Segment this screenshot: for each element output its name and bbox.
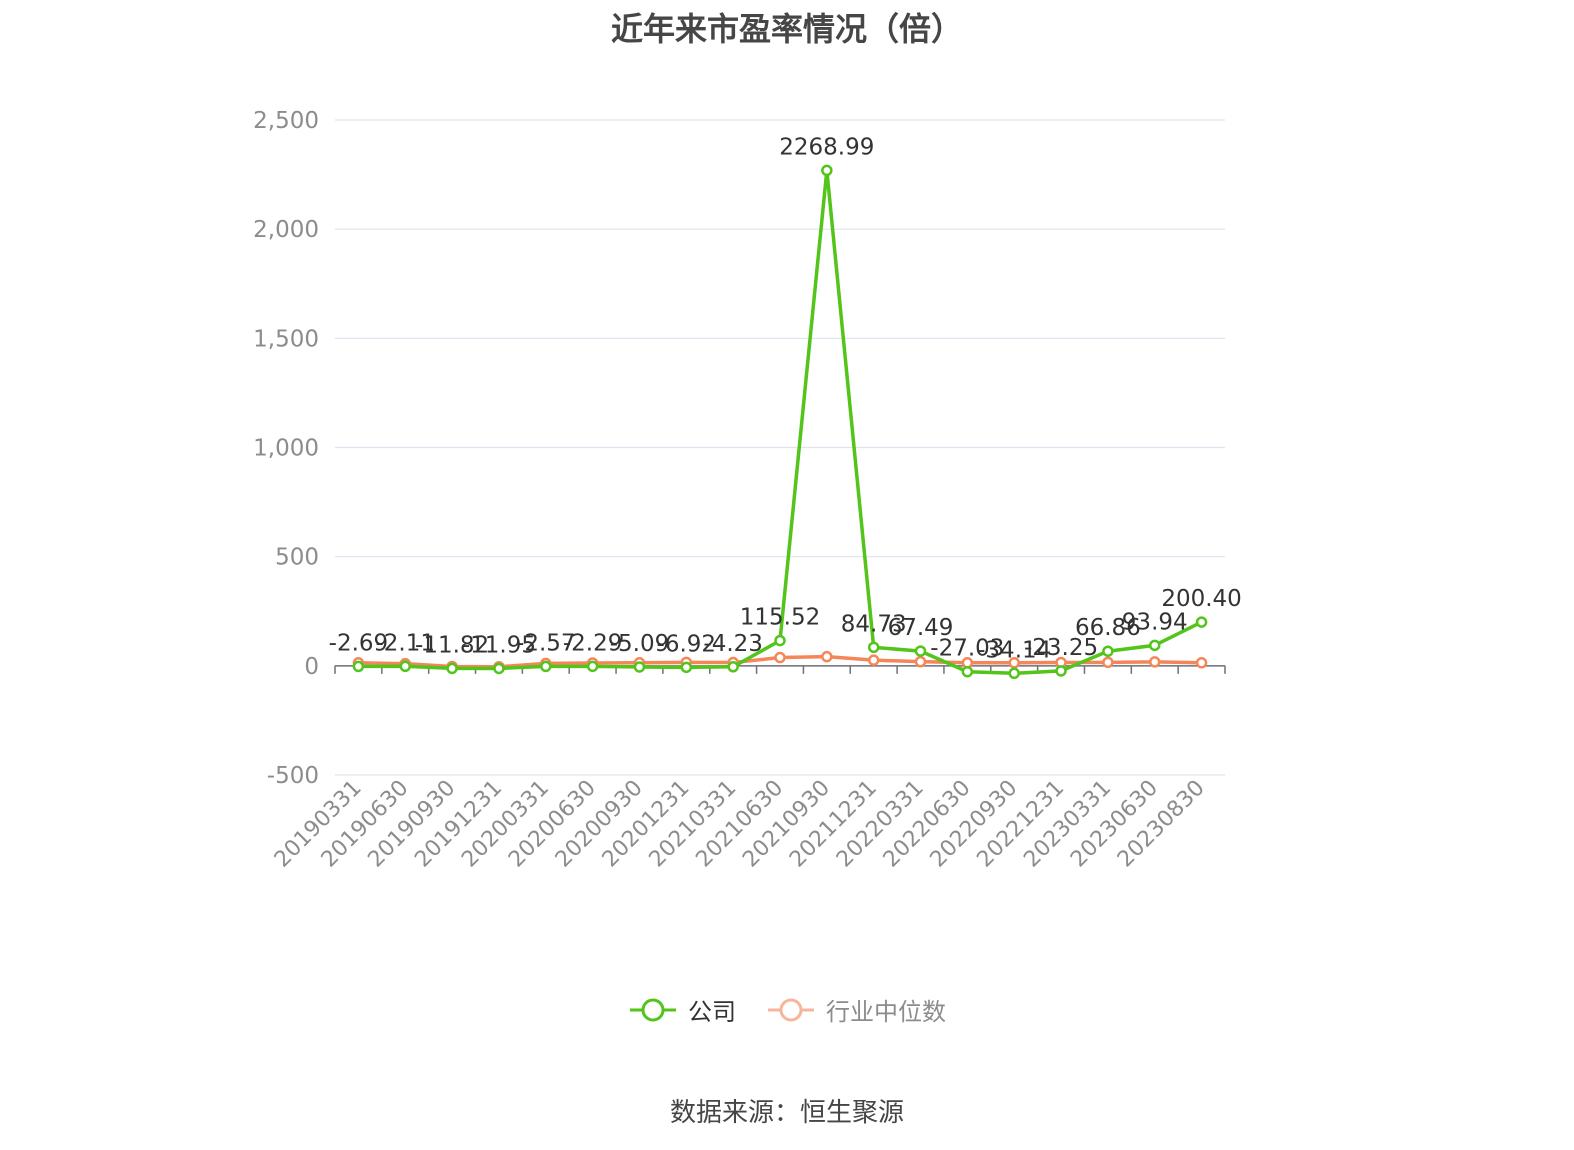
data-point-company[interactable] — [821, 164, 833, 177]
data-point-industry[interactable] — [1148, 656, 1161, 668]
data-point-company[interactable] — [867, 641, 880, 654]
y-tick-label: -500 — [267, 763, 319, 789]
legend-company-label: 公司 — [688, 998, 736, 1026]
data-point-company[interactable] — [914, 645, 927, 657]
data-label-company: -2.69 — [329, 630, 389, 656]
y-tick-label: 2,500 — [253, 108, 319, 134]
data-label-company: 93.94 — [1122, 609, 1188, 635]
data-point-company[interactable] — [633, 661, 646, 673]
data-point-company[interactable] — [493, 662, 505, 675]
data-label-company: 66.86 — [1075, 615, 1141, 641]
x-axis: 2019033120190630201909302019123120200331… — [270, 665, 1226, 872]
data-point-industry[interactable] — [867, 654, 880, 666]
legend-industry-icon — [768, 998, 814, 1021]
data-label-company: 84.73 — [841, 611, 907, 637]
data-point-company[interactable] — [1008, 667, 1020, 680]
data-point-industry[interactable] — [914, 655, 927, 668]
y-axis: -500 0 500 1,000 1,500 2,000 2,500 — [253, 108, 319, 789]
data-point-industry[interactable] — [1008, 657, 1020, 669]
legend-item-company[interactable]: 公司 — [628, 992, 736, 1027]
data-point-company[interactable] — [1148, 639, 1161, 652]
y-tick-label: 0 — [304, 654, 319, 680]
data-source: 数据来源：恒生聚源 — [669, 1098, 904, 1128]
data-point-industry[interactable] — [821, 650, 833, 663]
data-label-company: 200.40 — [1161, 586, 1241, 612]
data-point-company[interactable] — [1102, 645, 1114, 657]
data-label-company: -2.11 — [376, 630, 436, 656]
grid-lines — [335, 119, 1225, 776]
data-label-company: -11.82 — [415, 632, 489, 658]
data-point-industry[interactable] — [1195, 657, 1208, 669]
data-label-company: -2.57 — [516, 630, 576, 656]
data-point-company[interactable] — [1055, 665, 1067, 677]
data-point-company[interactable] — [352, 660, 365, 673]
data-point-company[interactable] — [680, 661, 693, 674]
series-line-company — [358, 168, 1203, 676]
legend-company-icon — [630, 998, 676, 1021]
data-label-company: 67.49 — [888, 615, 954, 641]
data-point-industry[interactable] — [1102, 656, 1114, 669]
data-point-company[interactable] — [727, 661, 739, 673]
data-point-company[interactable] — [399, 660, 412, 673]
chart-title: 近年来市盈率情况（倍） — [610, 10, 963, 48]
data-point-company[interactable] — [1195, 616, 1208, 628]
legend: 公司 行业中位数 — [0, 992, 1574, 1027]
data-label-company: -11.95 — [462, 632, 536, 658]
line-chart: -500 0 500 1,000 1,500 2,000 2,500 20190331201… — [253, 108, 1242, 872]
data-label-company: -5.09 — [610, 631, 670, 657]
data-label-company: -23.25 — [1024, 635, 1098, 661]
data-point-company[interactable] — [774, 634, 786, 647]
y-tick-label: 2,000 — [253, 217, 319, 243]
data-label-company: 2268.99 — [779, 134, 874, 160]
y-tick-label: 500 — [275, 545, 319, 571]
data-point-company[interactable] — [540, 660, 552, 673]
legend-item-industry[interactable]: 行业中位数 — [766, 992, 946, 1027]
data-label-company: -34.14 — [977, 637, 1051, 663]
data-label-company: -2.29 — [563, 630, 623, 656]
data-label-company: -4.23 — [703, 631, 763, 657]
series-lines — [352, 164, 1208, 680]
y-tick-label: 1,500 — [253, 326, 319, 352]
legend-industry-label: 行业中位数 — [826, 998, 946, 1026]
data-label-company: -27.03 — [930, 636, 1004, 662]
data-point-company[interactable] — [961, 665, 974, 678]
data-label-company: 115.52 — [740, 605, 820, 631]
data-point-industry[interactable] — [774, 651, 786, 664]
y-tick-label: 1,000 — [253, 436, 319, 462]
data-label-company: -6.92 — [657, 631, 717, 657]
data-labels: -2.69-2.11-11.82-11.95-2.57-2.29-5.09-6.… — [329, 134, 1242, 663]
data-point-company[interactable] — [446, 662, 458, 675]
data-point-company[interactable] — [586, 660, 599, 673]
